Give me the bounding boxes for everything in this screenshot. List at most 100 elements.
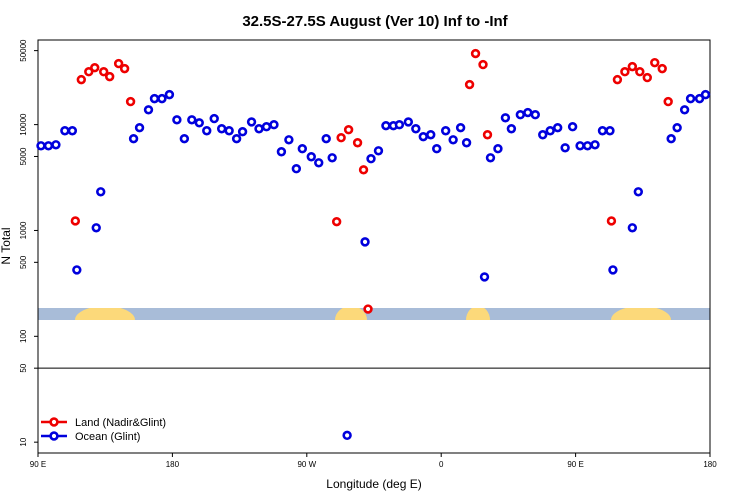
- point: [515, 110, 526, 120]
- point: [36, 141, 46, 151]
- point: [216, 124, 227, 134]
- point: [96, 187, 106, 197]
- land-patch: [335, 308, 367, 320]
- point: [440, 126, 451, 136]
- point: [464, 79, 475, 90]
- point: [461, 138, 472, 148]
- plot-frame: [37, 39, 711, 454]
- point: [84, 67, 94, 77]
- x-tick-label: 0: [439, 460, 444, 469]
- y-tick-label: 500: [19, 255, 28, 269]
- point: [128, 134, 139, 144]
- point: [172, 115, 182, 125]
- point: [685, 93, 696, 104]
- point: [608, 265, 618, 275]
- point: [297, 144, 308, 154]
- point: [381, 120, 391, 131]
- point: [560, 143, 570, 153]
- point: [284, 135, 294, 145]
- point: [606, 216, 617, 226]
- point: [51, 140, 61, 150]
- point: [597, 126, 608, 136]
- point: [99, 67, 109, 77]
- point: [506, 124, 517, 134]
- point: [343, 125, 354, 135]
- point: [545, 126, 555, 136]
- point: [231, 134, 242, 144]
- point: [331, 216, 342, 227]
- point: [276, 147, 287, 157]
- x-tick-label: 90 E: [567, 460, 583, 469]
- point: [149, 93, 160, 104]
- point: [493, 144, 503, 154]
- legend-marker: [49, 417, 59, 427]
- point: [72, 265, 82, 275]
- point: [657, 63, 667, 74]
- point: [432, 144, 442, 154]
- point: [363, 304, 373, 314]
- point: [113, 58, 124, 69]
- point: [620, 67, 630, 77]
- x-tick-label: 180: [166, 460, 180, 469]
- point: [633, 187, 644, 197]
- point: [104, 71, 115, 82]
- point: [672, 123, 682, 133]
- point: [418, 131, 428, 142]
- point: [119, 63, 130, 74]
- point: [679, 105, 690, 115]
- point: [336, 133, 346, 143]
- point: [482, 130, 493, 140]
- point: [700, 89, 711, 100]
- point: [523, 107, 533, 118]
- y-tick-label: 5000: [19, 147, 28, 165]
- land-band: [38, 308, 710, 320]
- y-axis-label: N Total: [0, 227, 13, 264]
- point: [567, 122, 578, 132]
- y-tick-label: 10: [19, 437, 28, 446]
- point: [360, 237, 370, 247]
- point: [627, 223, 638, 233]
- point: [366, 154, 376, 164]
- point: [455, 123, 466, 133]
- point: [254, 124, 264, 134]
- point: [237, 127, 248, 137]
- band: [38, 308, 710, 320]
- legend-marker: [49, 431, 59, 441]
- x-tick-label: 90 E: [30, 460, 46, 469]
- y-tick-label: 100: [19, 329, 28, 343]
- point: [187, 115, 197, 125]
- point: [373, 146, 384, 156]
- point: [403, 117, 414, 127]
- point: [43, 141, 54, 151]
- point: [306, 152, 316, 162]
- x-tick-label: 90 W: [297, 460, 316, 469]
- point: [352, 138, 363, 148]
- land-patch: [611, 308, 671, 320]
- y-tick-label: 50: [19, 363, 28, 372]
- point: [538, 130, 548, 140]
- y-tick-label: 50000: [19, 39, 28, 62]
- y-tick-label: 1000: [19, 221, 28, 239]
- point: [164, 89, 175, 100]
- point: [157, 93, 167, 104]
- y-tick-label: 10000: [19, 113, 28, 136]
- land-patch: [466, 308, 490, 320]
- point: [448, 135, 458, 145]
- point: [60, 126, 70, 136]
- legend-label: Land (Nadir&Glint): [75, 417, 166, 429]
- point: [291, 164, 302, 174]
- point: [666, 134, 676, 144]
- point: [76, 74, 87, 85]
- point: [90, 62, 100, 73]
- point: [575, 141, 585, 151]
- point: [67, 126, 78, 136]
- point: [479, 272, 490, 282]
- point: [125, 96, 136, 107]
- point: [650, 57, 660, 68]
- point: [694, 93, 705, 104]
- x-axis-label: Longitude (deg E): [326, 477, 421, 491]
- point: [635, 67, 645, 77]
- point: [552, 123, 563, 133]
- point: [478, 59, 488, 70]
